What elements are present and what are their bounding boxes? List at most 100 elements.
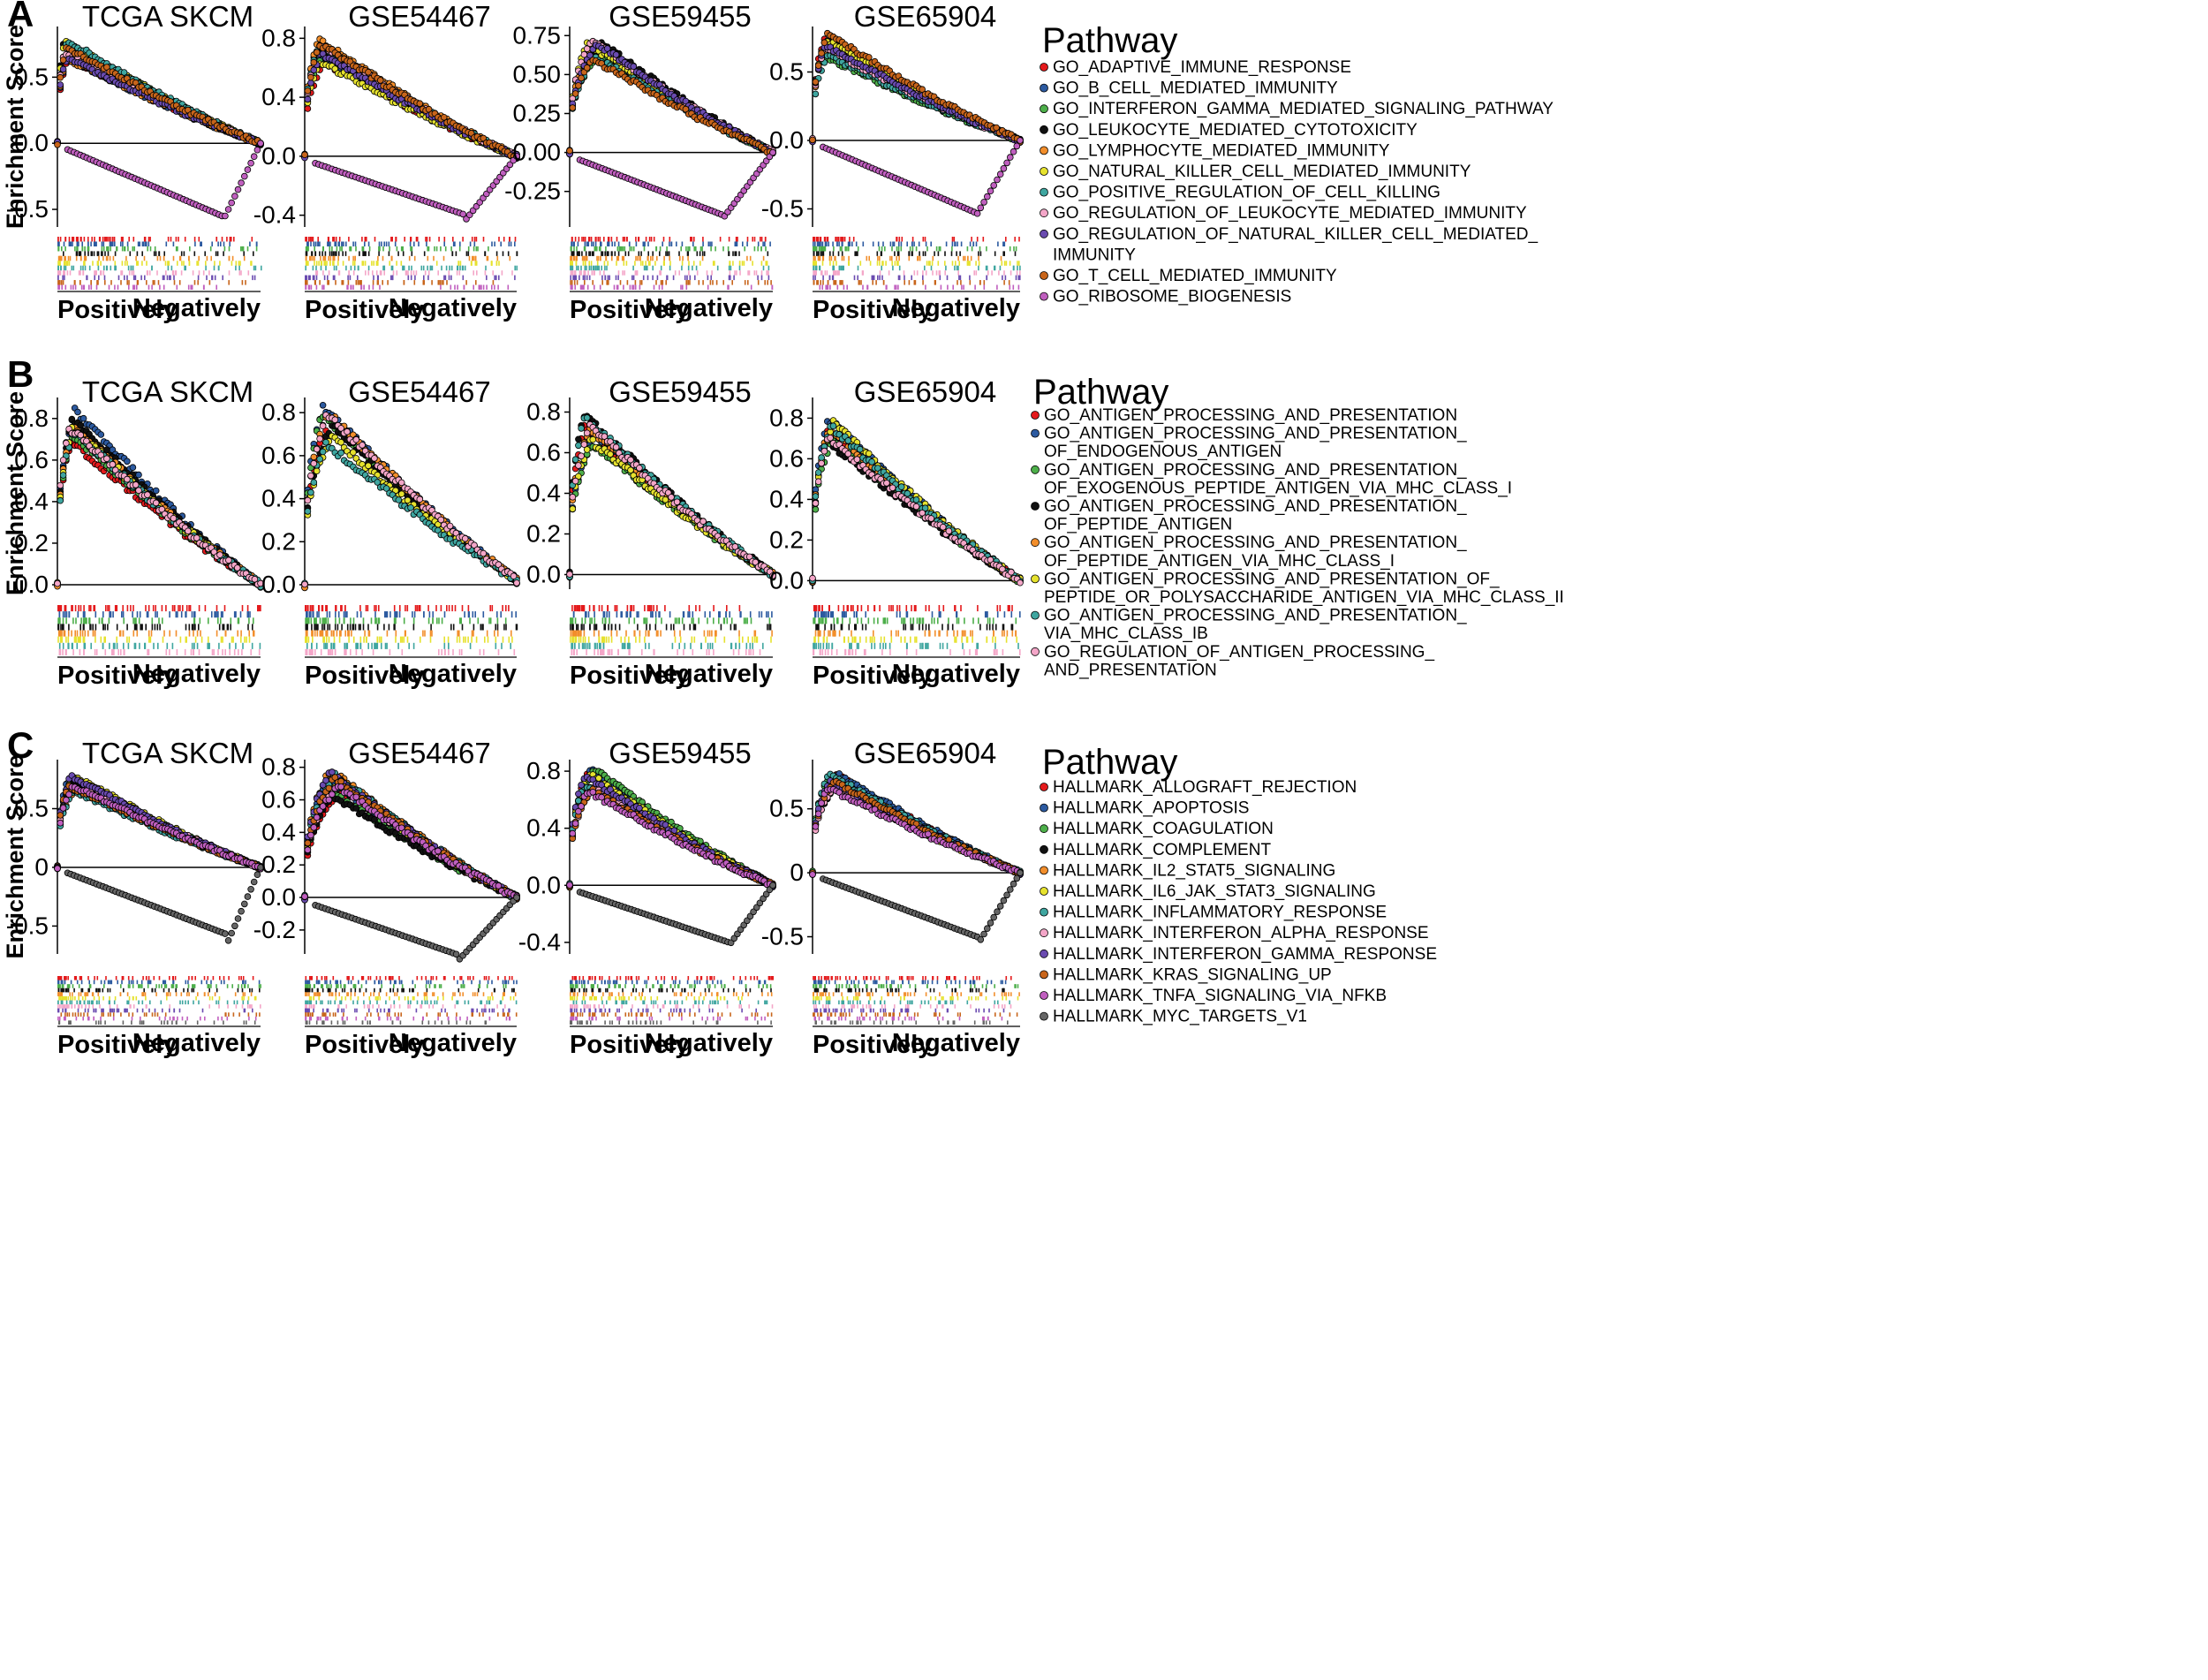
rank-tick [898, 237, 901, 242]
rank-tick [347, 280, 350, 285]
rank-tick [75, 251, 78, 256]
rank-tick [698, 280, 700, 285]
rank-tick [78, 270, 80, 276]
rank-tick [310, 284, 313, 290]
rank-tick [897, 284, 899, 290]
rank-tick [901, 237, 904, 242]
rank-tick [407, 275, 410, 281]
rank-tick [228, 270, 231, 276]
rank-tick [813, 251, 815, 256]
rank-tick [897, 246, 900, 252]
rank-tick [408, 255, 411, 261]
rank-tick [238, 270, 241, 276]
rank-tick [669, 261, 671, 266]
rank-tick [695, 246, 697, 252]
rank-tick [69, 270, 72, 276]
rank-tick [963, 255, 964, 261]
rank-tick [488, 246, 489, 252]
rank-tick [830, 255, 833, 261]
rank-tick [228, 280, 230, 285]
rank-tick [196, 261, 198, 266]
rank-tick [124, 261, 126, 266]
rank-tick [925, 241, 927, 246]
rank-tick [128, 280, 130, 285]
rank-tick [387, 280, 389, 285]
rank-tick [130, 265, 132, 271]
rank-tick [585, 255, 586, 261]
rank-tick [702, 237, 704, 242]
rank-tick [945, 241, 948, 246]
rank-tick [465, 251, 468, 256]
rank-tick [587, 241, 590, 246]
rank-tick [313, 241, 315, 246]
rank-tick [350, 265, 352, 271]
rank-tick [957, 255, 959, 261]
rank-tick [570, 261, 571, 266]
rank-tick [475, 237, 478, 242]
rank-barcode [57, 237, 262, 292]
rank-tick [333, 265, 336, 271]
rank-tick [848, 246, 850, 252]
rank-tick [821, 270, 823, 276]
rank-tick [176, 284, 178, 290]
rank-tick [647, 275, 649, 281]
rank-tick [1009, 246, 1011, 252]
rank-tick [371, 261, 373, 266]
rank-tick [998, 270, 1000, 276]
rank-tick [261, 265, 262, 271]
rank-tick [231, 237, 232, 242]
rank-tick [629, 246, 631, 252]
rank-tick [588, 251, 590, 256]
y-tick-label: 0.0 [14, 129, 49, 156]
es-point [234, 185, 242, 193]
rank-tick [94, 275, 95, 281]
rank-tick [350, 246, 352, 252]
rank-tick [814, 255, 816, 261]
rank-tick [591, 241, 593, 246]
rank-tick [110, 237, 111, 242]
rank-tick [660, 265, 662, 271]
rank-tick [341, 246, 343, 252]
rank-tick [307, 284, 310, 290]
es-point [820, 39, 828, 46]
rank-tick [685, 246, 687, 252]
rank-tick [252, 275, 253, 281]
rank-tick [709, 280, 712, 285]
rank-tick [682, 284, 684, 290]
rank-tick [997, 241, 999, 246]
rank-tick [647, 255, 649, 261]
rank-tick [893, 241, 896, 246]
rank-tick [514, 275, 516, 281]
rank-tick [753, 246, 756, 252]
rank-tick [841, 237, 843, 242]
rank-tick [626, 237, 628, 242]
rank-tick [760, 246, 762, 252]
rank-tick [578, 237, 580, 242]
rank-tick [814, 265, 817, 271]
rank-tick [61, 246, 63, 252]
rank-tick [701, 255, 704, 261]
rank-tick [459, 261, 462, 266]
rank-tick [253, 251, 254, 256]
enrichment-plot: GSE59455-0.250.000.250.500.75PositivelyN… [504, 0, 776, 324]
rank-tick [511, 270, 513, 276]
rank-tick [888, 270, 890, 276]
rank-tick [735, 251, 737, 256]
rank-tick [770, 280, 772, 285]
rank-tick [390, 255, 393, 261]
rank-tick [80, 255, 82, 261]
rank-tick [68, 237, 71, 242]
rank-tick [666, 275, 668, 281]
rank-tick [77, 237, 79, 242]
rank-tick [324, 251, 327, 256]
rank-tick [839, 246, 842, 252]
rank-tick [427, 270, 430, 276]
rank-tick [314, 280, 316, 285]
rank-tick [819, 284, 821, 290]
rank-tick [434, 246, 435, 252]
rank-tick [383, 241, 385, 246]
rank-tick [238, 261, 240, 266]
rank-tick [631, 275, 633, 281]
es-point [365, 69, 372, 76]
legend-entry: GO_ADAPTIVE_IMMUNE_RESPONSE [1053, 58, 1351, 77]
